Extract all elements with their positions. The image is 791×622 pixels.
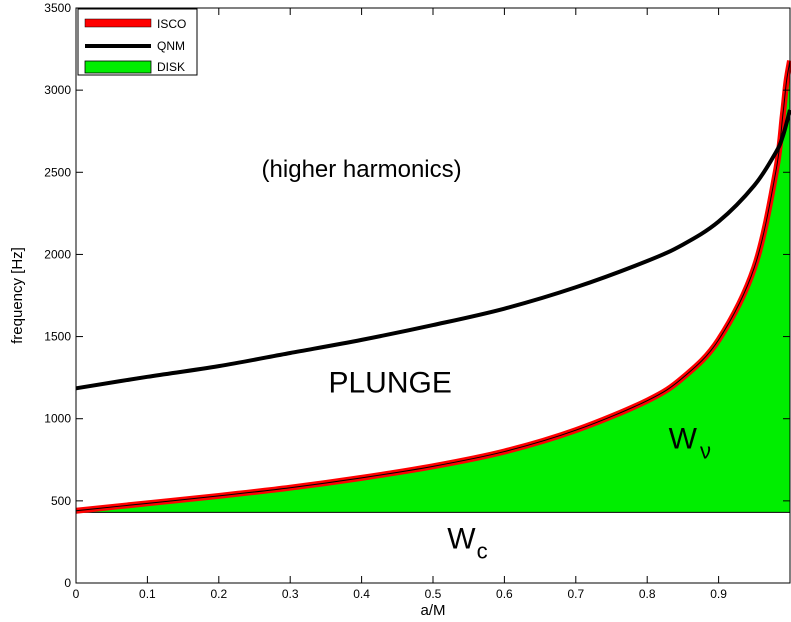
x-axis: 0 0.1 0.2 0.3 0.4 0.5 0.6 0.7 0.8 0.9 [73,8,727,601]
x-axis-label: a/M [420,602,445,619]
annotation-w-c: Wc [447,523,487,564]
y-tick-label: 0 [64,576,71,590]
y-tick-label: 3000 [44,83,71,97]
x-tick-label: 0.9 [710,587,727,601]
x-tick-label: 0.6 [496,587,513,601]
x-tick-label: 0.7 [567,587,584,601]
legend-isco-label: ISCO [157,17,186,31]
x-tick-label: 0.2 [210,587,227,601]
y-axis-label: frequency [Hz] [9,247,26,344]
y-tick-label: 500 [51,494,71,508]
qnm-line [75,109,791,391]
annotation-plunge: PLUNGE [328,366,451,399]
annotation-w-c-sub: c [477,539,488,564]
x-tick-label: 0.1 [139,587,156,601]
x-tick-label: 0.4 [353,587,370,601]
x-tick-label: 0.3 [282,587,299,601]
legend-qnm-label: QNM [157,39,185,53]
y-tick-label: 1000 [44,412,71,426]
disk-area [76,60,790,513]
legend-disk-swatch [84,60,152,74]
legend-isco-swatch [84,18,152,28]
legend-disk-label: DISK [157,60,185,74]
legend: ISCO QNM DISK [77,8,198,76]
y-tick-label: 3500 [44,1,71,15]
annotation-w-nu-sub: ν [700,438,711,463]
x-tick-label: 0.8 [639,587,656,601]
y-axis: 0 500 1000 1500 2000 2500 3000 3500 [44,1,790,590]
plot-area [75,60,791,514]
x-tick-label: 0.5 [425,587,442,601]
annotation-w-nu-main: W [669,422,698,455]
legend-item-disk: DISK [84,60,185,74]
annotation-w-c-main: W [447,523,476,556]
y-tick-label: 2000 [44,247,71,261]
legend-item-qnm: QNM [85,39,185,53]
isco-core-line [75,60,791,512]
legend-item-isco: ISCO [84,17,186,31]
annotation-higher-harmonics: (higher harmonics) [262,156,462,183]
y-tick-label: 1500 [44,330,71,344]
y-tick-label: 2500 [44,165,71,179]
x-tick-label: 0 [73,587,80,601]
